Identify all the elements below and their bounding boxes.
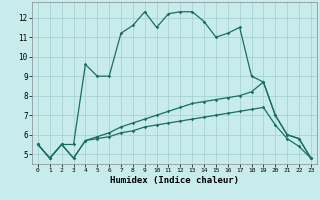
X-axis label: Humidex (Indice chaleur): Humidex (Indice chaleur) [110, 176, 239, 185]
